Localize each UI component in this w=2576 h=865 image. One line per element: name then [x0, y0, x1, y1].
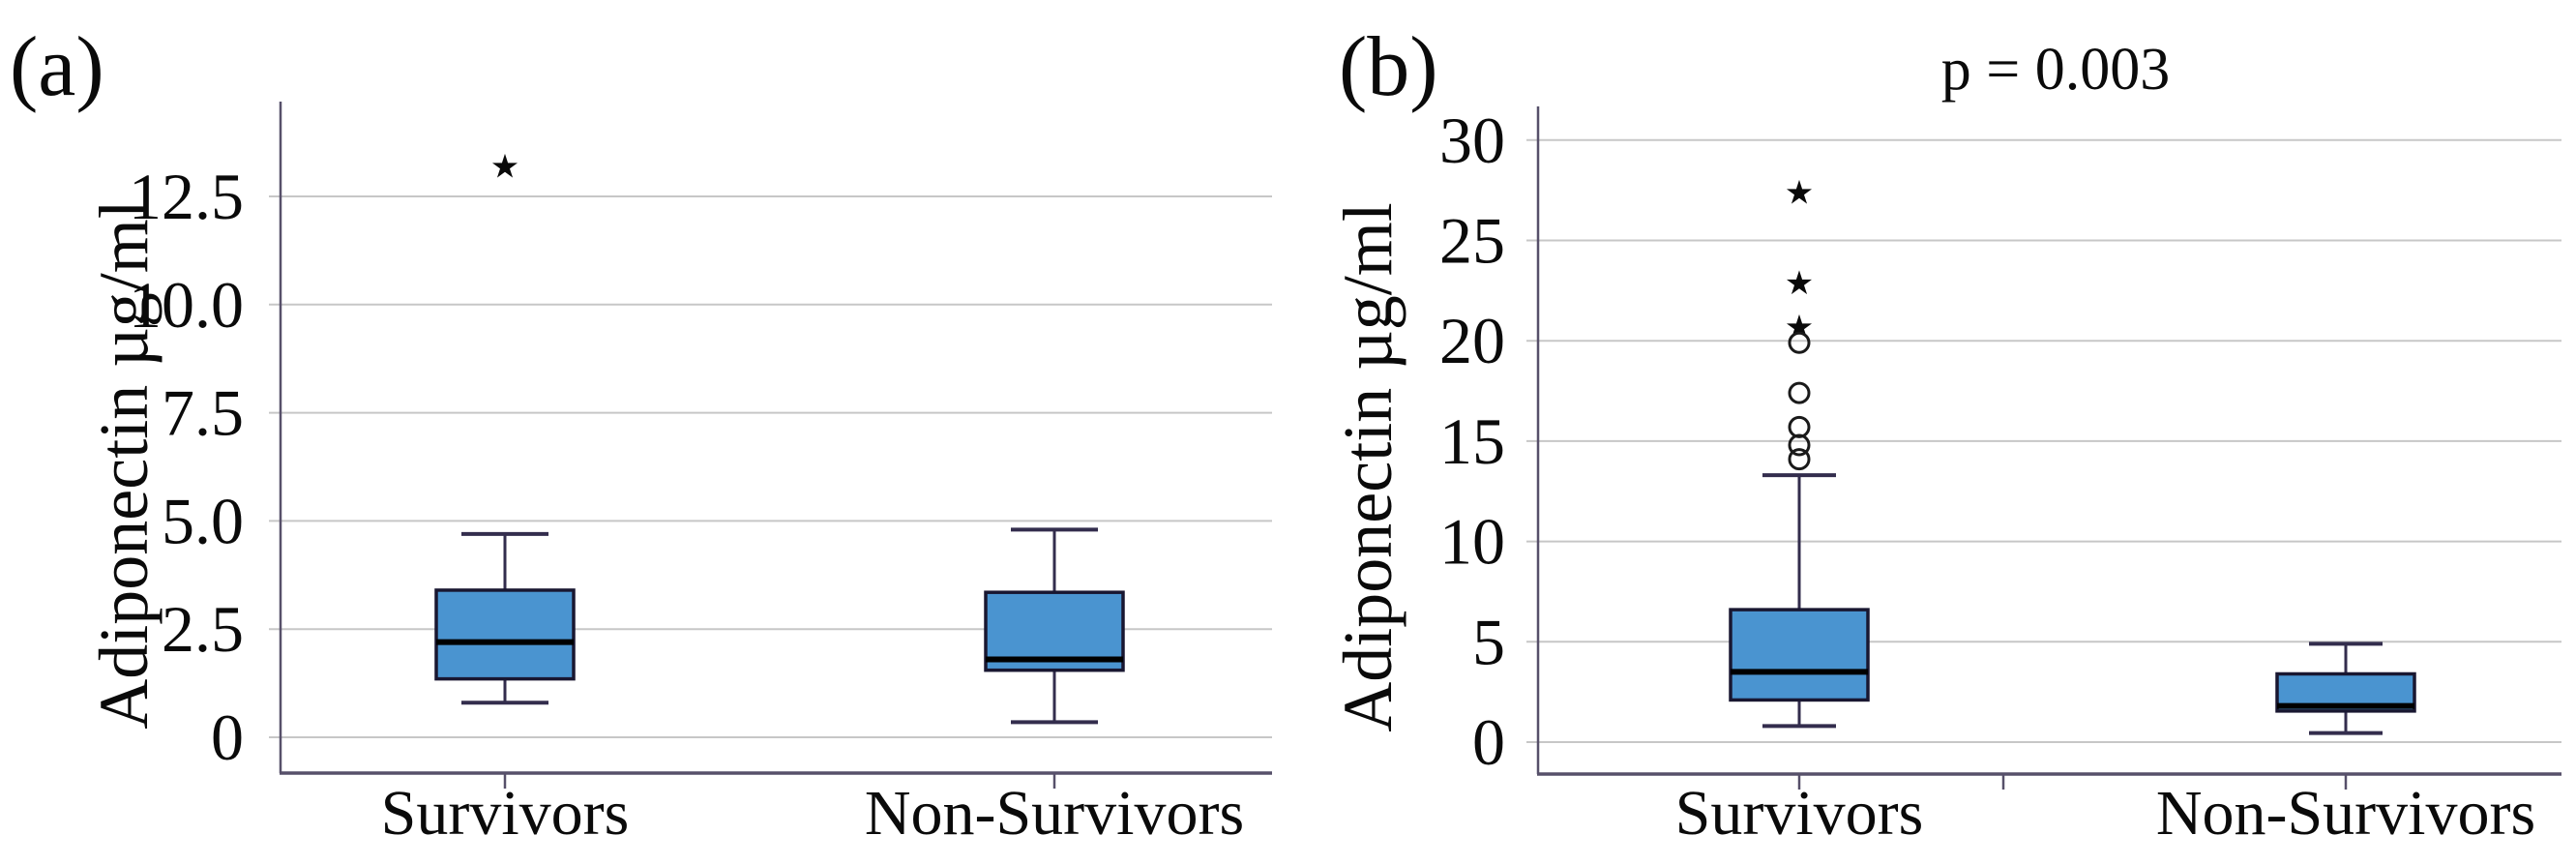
y-tick-label: 25	[1439, 204, 1505, 278]
y-tick-label: 7.5	[162, 376, 244, 450]
y-axis-label-panel-b: Adiponectin µg/ml	[1329, 202, 1406, 731]
y-tick-label: 10.0	[129, 268, 244, 342]
panel-a-label: (a)	[10, 20, 104, 114]
y-tick-label: 0	[1472, 705, 1505, 779]
p-value-annotation: p = 0.003	[1941, 37, 2170, 103]
category-label: Non-Survivors	[865, 778, 1244, 849]
y-tick-label: 15	[1439, 404, 1505, 478]
outlier-circle	[1788, 433, 1811, 457]
outlier-circle	[1788, 415, 1811, 438]
y-tick-label: 12.5	[129, 160, 244, 233]
outlier-star: ★	[1785, 174, 1814, 213]
panel-b-label: (b)	[1339, 20, 1438, 114]
outlier-star: ★	[490, 148, 519, 187]
y-tick-label: 10	[1439, 505, 1505, 579]
outlier-circle	[1788, 331, 1811, 354]
y-tick-label: 30	[1439, 104, 1505, 177]
category-label: Survivors	[1675, 778, 1924, 849]
outlier-star: ★	[1785, 264, 1814, 303]
outlier-circle	[1788, 448, 1811, 471]
y-tick-label: 2.5	[162, 592, 244, 666]
category-label: Survivors	[381, 778, 630, 849]
iqr-box	[1729, 608, 1870, 702]
outlier-circle	[1788, 381, 1811, 404]
iqr-box	[434, 588, 576, 681]
category-label: Non-Survivors	[2156, 778, 2535, 849]
y-axis-label-panel-a: Adiponectin µg/ml	[85, 199, 163, 729]
y-tick-label: 20	[1439, 304, 1505, 377]
y-tick-label: 5.0	[162, 484, 244, 557]
chart-render-root: 0 2.5 5.0 7.5 10.0 12.5 Survivors Non-Survivors…	[129, 102, 2561, 849]
y-tick-label: 5	[1472, 605, 1505, 678]
y-tick-label: 0	[211, 701, 244, 774]
